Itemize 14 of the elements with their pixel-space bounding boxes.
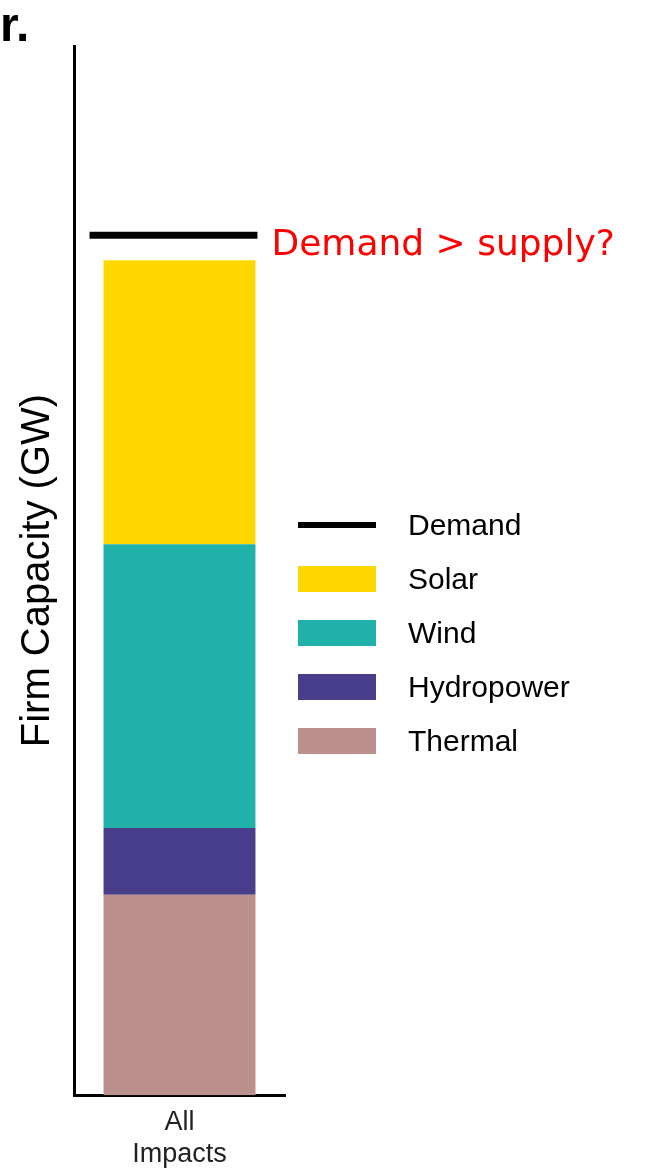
legend-label: Hydropower: [408, 669, 570, 705]
category-label: All: [164, 1105, 195, 1136]
bar: [103, 260, 256, 545]
bar: [103, 894, 256, 1096]
y-axis-title: Firm Capacity (GW): [13, 393, 58, 748]
bar: [103, 544, 256, 829]
legend-label: Demand: [408, 507, 522, 543]
legend-label: Wind: [408, 615, 477, 651]
legend-label: Thermal: [408, 723, 519, 759]
text: Demand > supply?: [271, 221, 615, 263]
category-label: Impacts: [132, 1138, 227, 1169]
bar: [103, 828, 256, 895]
legend-label: Solar: [408, 561, 479, 597]
chart-title: r.: [0, 0, 30, 52]
